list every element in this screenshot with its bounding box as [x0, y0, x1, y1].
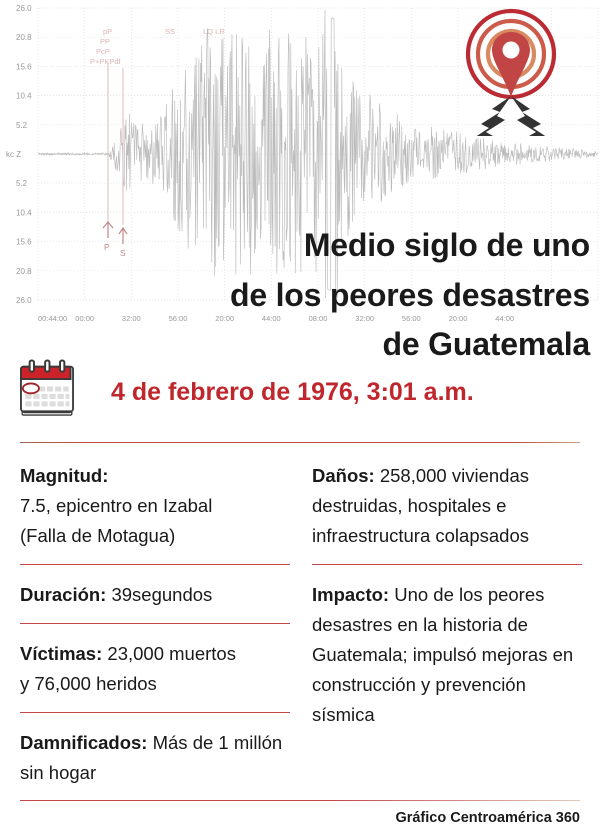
svg-text:15.6: 15.6 [16, 62, 32, 71]
svg-text:10.4: 10.4 [16, 208, 32, 217]
svg-text:20.8: 20.8 [16, 33, 32, 42]
svg-text:00:44:00: 00:44:00 [38, 314, 67, 323]
svg-text:LQ LR: LQ LR [203, 27, 225, 36]
svg-text:26.0: 26.0 [16, 4, 32, 13]
svg-text:20.8: 20.8 [16, 267, 32, 276]
svg-text:15.6: 15.6 [16, 238, 32, 247]
svg-text:PcP: PcP [96, 47, 110, 56]
svg-text:P: P [104, 242, 110, 252]
svg-text:pP: pP [103, 27, 112, 36]
svg-text:PP: PP [100, 37, 110, 46]
svg-text:00:00: 00:00 [75, 314, 94, 323]
svg-text:5.2: 5.2 [16, 179, 28, 188]
svg-text:P+PKPdf: P+PKPdf [90, 57, 122, 66]
svg-text:32:00: 32:00 [122, 314, 141, 323]
svg-text:10.4: 10.4 [16, 92, 32, 101]
svg-text:26.0: 26.0 [16, 296, 32, 305]
svg-text:5.2: 5.2 [16, 121, 28, 130]
svg-text:kc Z: kc Z [6, 150, 21, 159]
svg-text:S: S [120, 248, 126, 258]
svg-text:SS: SS [165, 27, 175, 36]
